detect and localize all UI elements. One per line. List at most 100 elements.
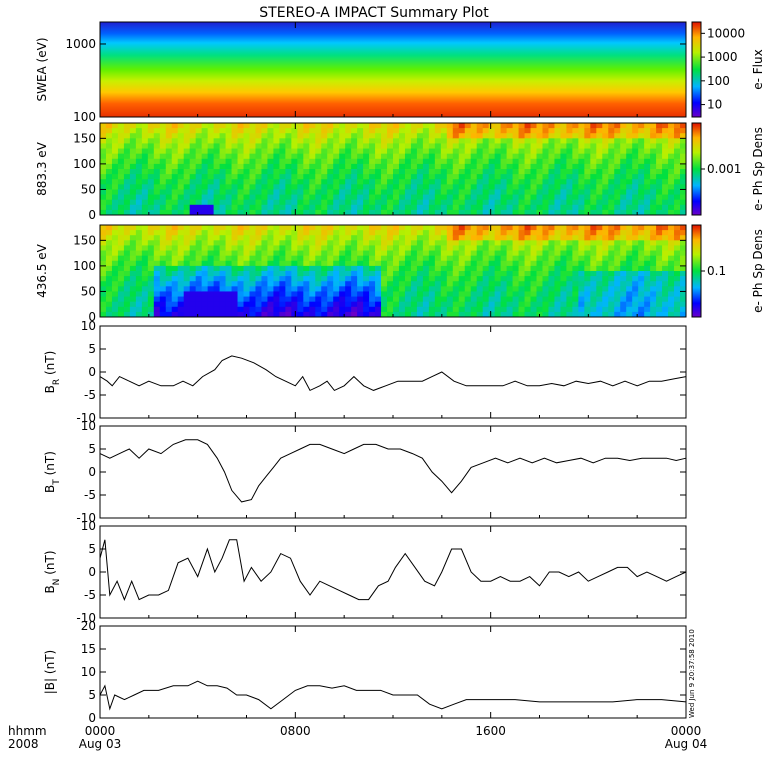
spectrogram-cell [195,291,203,298]
spectrogram-cell [596,286,603,292]
spectrogram-cell [213,169,221,175]
spectrogram-cell [674,230,681,236]
spectrogram-cell [554,199,561,206]
spectrogram-cell [321,189,328,196]
spectrogram-cell [680,225,687,231]
spectrogram-cell [572,194,579,201]
spectrogram-cell [171,311,179,318]
spectrogram-cell [422,301,430,308]
spectrogram-cell [446,225,454,231]
spectrogram-cell [273,281,280,287]
spectrogram-cell [207,255,215,262]
spectrogram-cell [201,230,209,236]
spectrogram-cell [650,225,657,231]
spectrogram-cell [614,148,621,155]
spectrogram-cell [129,271,137,277]
spectrogram-cell [333,240,340,246]
spectrogram-cell [339,286,346,292]
spectrogram-cell [291,153,298,160]
spectrogram-cell [231,148,239,155]
spectrogram-cell [279,306,286,313]
spectrogram-cell [608,153,615,160]
spectrogram-cell [506,123,514,129]
spectrogram-cell [147,271,155,277]
spectrogram-cell [363,281,370,287]
spectrogram-cell [387,123,394,129]
spectrogram-cell [123,296,131,303]
spectrogram-cell [363,184,370,190]
spectrogram-cell [135,265,143,272]
spectrogram-cell [315,169,322,175]
spectrogram-cell [147,286,155,292]
spectrogram-cell [327,225,334,231]
spectrogram-cell [668,265,675,272]
spectrogram-cell [291,240,298,246]
spectrogram-cell [572,286,579,292]
spectrogram-cell [440,281,448,287]
spectrogram-cell [273,296,280,303]
spectrogram-cell [237,194,245,201]
spectrogram-cell [668,260,675,267]
spectrogram-cell [608,169,615,175]
spectrogram-cell [440,306,448,313]
spectrogram-cell [500,189,508,196]
spectrogram-cell [183,204,191,211]
spectrogram-cell [117,311,125,318]
spectrogram-cell [572,184,579,190]
spectrogram-cell [207,133,215,139]
spectrogram-cell [279,230,286,236]
spectrogram-cell [572,250,579,257]
spectrogram-cell [267,265,274,272]
spectrogram-cell [189,265,197,272]
spectrogram-cell [393,123,400,129]
spectrogram-cell [381,265,388,272]
spectrogram-cell [614,240,621,246]
spectrogram-cell [219,143,227,150]
spectrogram-cell [404,184,412,190]
spectrogram-cell [243,138,250,144]
spectrogram-cell [416,271,424,277]
spectrogram-cell [189,123,197,129]
spectrogram-cell [530,199,538,206]
spectrogram-cell [237,123,245,129]
spectrogram-cell [249,194,256,201]
spectrogram-cell [512,311,520,318]
spectrogram-cell [566,184,573,190]
spectrogram-cell [590,235,597,241]
spectrogram-cell [375,260,382,267]
spectrogram-cell [566,174,573,180]
spectrogram-cell [548,204,555,211]
spectrogram-cell [638,230,645,236]
spectrogram-cell [650,250,657,257]
spectrogram-cell [231,209,239,216]
spectrogram-cell [111,138,119,144]
spectrogram-cell [650,286,657,292]
spectrogram-cell [572,281,579,287]
spectrogram-cell [560,276,567,282]
spectrogram-cell [548,286,555,292]
spectrogram-cell [548,281,555,287]
spectrogram-cell [231,311,239,318]
spectrogram-cell [321,276,328,282]
spectrogram-cell [524,235,532,241]
series-line [99,355,687,392]
spectrogram-cell [590,225,597,231]
spectrogram-cell [381,169,388,175]
spectrogram-cell [153,230,161,236]
spectrogram-cell [147,311,155,318]
spectrogram-cell [207,169,215,175]
spectrogram-cell [650,148,657,155]
spectrogram-cell [506,301,514,308]
spectrogram-cell [273,235,280,241]
spectrogram-cell [165,163,173,170]
spectrogram-cell [530,158,538,165]
spectrogram-cell [369,301,376,308]
spectrogram-cell [626,174,633,180]
spectrogram-cell [500,163,508,170]
spectrogram-cell [404,174,412,180]
spectrogram-cell [369,148,376,155]
spectrogram-cell [207,301,215,308]
spectrogram-cell [596,133,603,139]
spectrogram-cell [422,291,430,298]
spectrogram-cell [135,271,143,277]
